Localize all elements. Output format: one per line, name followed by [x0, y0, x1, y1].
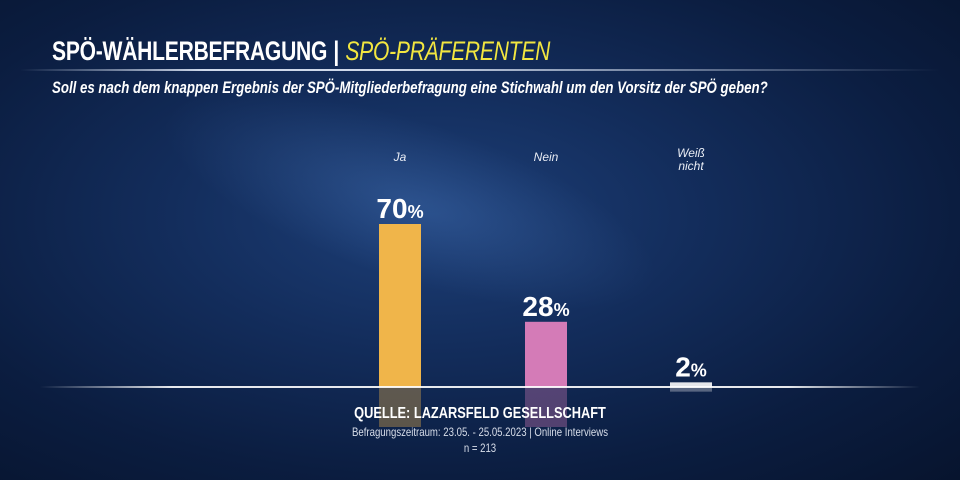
- title-main: SPÖ-WÄHLERBEFRAGUNG: [52, 36, 328, 66]
- value-label: 2%: [675, 351, 707, 382]
- source-label: QUELLE: LAZARSFELD GESELLSCHAFT: [354, 405, 606, 422]
- value-label: 28%: [522, 291, 569, 322]
- bar-0: [379, 224, 421, 387]
- category-label: Weiß: [677, 146, 705, 160]
- category-label: nicht: [678, 159, 704, 173]
- bar-2: [670, 382, 712, 387]
- title-divider: [20, 69, 940, 71]
- survey-question: Soll es nach dem knappen Ergebnis der SP…: [52, 78, 768, 97]
- page-title: SPÖ-WÄHLERBEFRAGUNG | SPÖ-PRÄFERENTEN: [52, 36, 550, 67]
- category-label: Nein: [534, 150, 559, 164]
- title-separator: |: [333, 36, 340, 66]
- bar-reflection-2: [670, 387, 712, 392]
- bar-reflection-0: [379, 387, 421, 427]
- title-subtitle: SPÖ-PRÄFERENTEN: [345, 36, 551, 66]
- value-label: 70%: [376, 193, 423, 224]
- sample-size: n = 213: [463, 441, 497, 455]
- category-label: Ja: [393, 150, 407, 164]
- bar-reflection-1: [525, 387, 567, 427]
- bar-1: [525, 321, 567, 387]
- survey-period: Befragungszeitraum: 23.05. - 25.05.2023 …: [352, 425, 608, 439]
- baseline: [40, 386, 920, 388]
